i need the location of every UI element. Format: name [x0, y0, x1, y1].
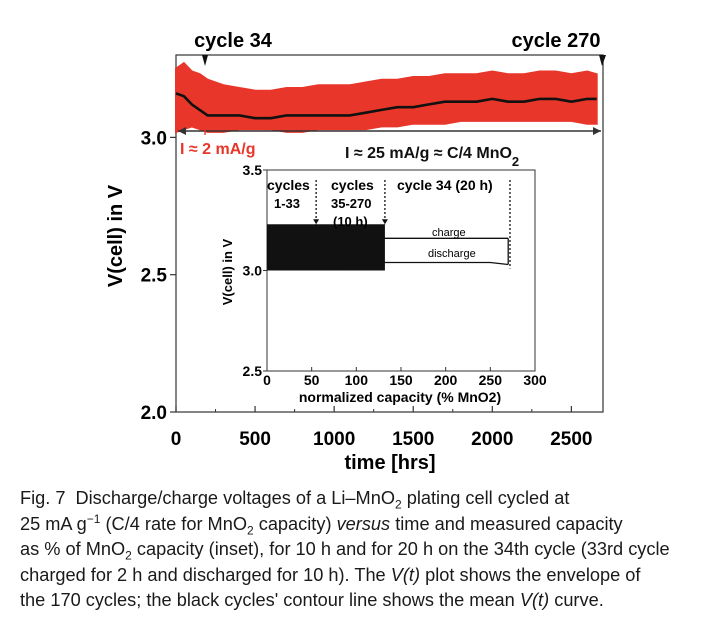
current-high-label: I ≈ 25 mA/g ≈ C/4 MnO2	[345, 145, 519, 169]
inset-region3-label: cycle 34 (20 h)	[397, 177, 493, 193]
caption-text-3b: capacity (inset), for 10 h and for 20 h …	[131, 539, 670, 560]
main-x-tick-label: 0	[171, 429, 182, 450]
inset-series-discharge	[267, 261, 509, 268]
main-x-tick-label: 500	[239, 429, 271, 450]
inset-divider-arrow	[381, 219, 388, 225]
inset-region2-line1: cycles	[331, 177, 374, 193]
inset-charge-label: charge	[432, 227, 466, 239]
main-plot-frame	[175, 54, 604, 413]
series-envelope	[175, 61, 598, 134]
main-y-axis-label: V(cell) in V	[105, 184, 127, 287]
inset-x-tick-label: 100	[345, 372, 369, 388]
inset-x-axis-label: normalized capacity (% MnO2)	[299, 389, 501, 405]
inset-x-tick-label: 150	[389, 372, 413, 388]
caption-text-1a: Discharge/charge voltages of a Li–MnO	[75, 488, 395, 508]
caption-sub-1: 2	[394, 497, 402, 512]
caption-sup-2: −1	[86, 511, 101, 526]
caption-text-4b: plot shows the envelope of	[420, 564, 641, 585]
main-x-tick-label: 2500	[550, 429, 592, 450]
caption-text-3a: as % of MnO	[20, 539, 126, 560]
caption-text-5a: the 170 cycles; the black cycles' contou…	[20, 590, 520, 611]
inset-x-tick-label: 50	[304, 372, 320, 388]
current-span-arrow-right	[593, 127, 601, 135]
inset-discharge-label: discharge	[428, 248, 476, 260]
inset-cycling-band	[267, 224, 385, 271]
inset-y-tick-label: 3.0	[243, 263, 263, 279]
inset-chart: 0 50 100 150 200 250 300 2.5 3.0 3.5	[243, 162, 547, 388]
inset-region2-line3: (10 h)	[333, 214, 368, 229]
caption-text-2b: (C/4 rate for MnO	[100, 513, 247, 534]
cycle-34-marker	[202, 55, 208, 66]
caption-text-2d: time and measured capacity	[390, 513, 623, 534]
cycle-34-label: cycle 34	[194, 30, 273, 52]
caption-text-4: charged for 2 h and discharged for 10 h)…	[20, 564, 391, 585]
figure-caption: Fig. 7 Discharge/charge voltages of a Li–…	[20, 486, 696, 614]
cycle-270-marker	[599, 55, 606, 66]
caption-text-2a: 25 mA g	[20, 513, 87, 534]
inset-x-tick-label: 300	[523, 372, 547, 388]
inset-x-tick-label: 200	[434, 372, 458, 388]
inset-y-tick-label: 2.5	[243, 363, 263, 379]
caption-text-1b: plating cell cycled at	[401, 488, 570, 508]
caption-italic-4: V(t)	[390, 564, 421, 585]
inset-y-tick-label: 3.5	[243, 162, 263, 178]
cycle-270-label: cycle 270	[512, 30, 601, 52]
series-mean	[175, 92, 597, 120]
main-y-tick-label: 3.0	[141, 128, 167, 149]
caption-sub-3: 2	[125, 548, 132, 563]
inset-y-axis-label: V(cell) in V	[220, 238, 235, 305]
main-x-tick-label: 1000	[313, 429, 355, 450]
inset-region1-line2: 1-33	[274, 196, 300, 211]
caption-text-5b: curve.	[549, 590, 604, 611]
main-y-tick-label: 2.0	[141, 403, 167, 424]
main-y-tick-label: 2.5	[141, 266, 168, 287]
current-high-text: I ≈ 25 mA/g ≈ C/4 MnO	[345, 145, 512, 162]
inset-frame	[266, 169, 536, 372]
caption-text-2c: capacity)	[253, 513, 337, 534]
inset-x-tick-label: 250	[479, 372, 503, 388]
current-span-arrow-left	[178, 127, 186, 135]
inset-region1-line1: cycles	[267, 177, 310, 193]
caption-italic-5: V(t)	[519, 590, 550, 611]
caption-italic-2: versus	[336, 513, 391, 534]
current-high-sub: 2	[512, 154, 519, 169]
caption-sub-2: 2	[246, 523, 254, 538]
current-low-label: I ≈ 2 mA/g	[180, 141, 255, 158]
caption-label: Fig. 7	[20, 488, 66, 508]
main-x-axis-label: time [hrs]	[344, 452, 435, 474]
main-x-tick-label: 1500	[392, 429, 434, 450]
inset-series-charge	[267, 233, 509, 239]
inset-x-tick-label: 0	[263, 372, 271, 388]
inset-region2-line2: 35-270	[331, 196, 371, 211]
main-x-tick-label: 2000	[471, 429, 513, 450]
inset-divider-arrow	[313, 219, 320, 225]
